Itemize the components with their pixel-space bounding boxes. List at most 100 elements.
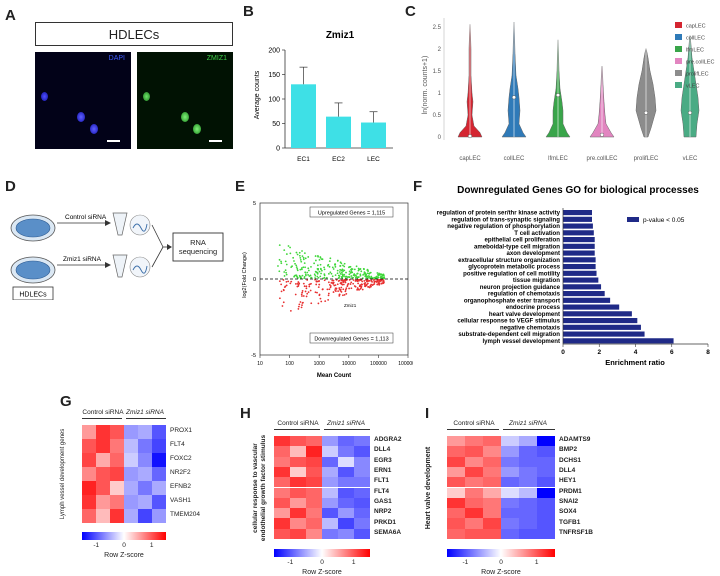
heatmap-cell [152,481,166,495]
heatmap-cell [447,518,465,529]
ma-point [296,253,299,256]
ma-point [303,275,306,278]
group-label-control: Control siRNA [82,409,124,416]
heatmap-cell [306,466,322,478]
go-bar [563,318,638,324]
ma-point [278,270,281,273]
gene-label: EGR3 [374,456,392,464]
heatmap-cell [447,436,465,447]
gene-label: EFNB2 [170,483,191,490]
heatmap-cell [537,487,555,498]
rna-sequencing-text: RNA sequencing [178,238,218,256]
ma-point [318,283,321,286]
ma-point [346,283,349,286]
ma-point [337,290,340,292]
heatmap-cell [501,508,519,519]
colorbar-tick-label: 0 [122,542,126,549]
heatmap-cell [322,508,338,519]
heatmap-cell [501,528,519,539]
heatmap-cell [152,439,166,453]
chart-f-xtick-label: 4 [634,349,638,356]
ma-point [327,292,330,295]
ma-point [332,281,335,284]
ma-point [297,281,300,283]
heatmap-cell [501,477,519,488]
ma-point [289,309,292,312]
colorbar-tick-label: 1 [149,542,154,549]
gene-label: SOX4 [559,508,577,516]
ma-point [317,255,320,258]
ma-point [345,293,348,295]
heatmap-cell [447,477,465,488]
dapi-image: DAPI [35,52,131,149]
ma-point [316,264,319,267]
heatmap-cell [124,425,138,439]
go-bar [563,331,645,337]
ma-point [340,282,343,285]
ma-point [310,276,313,279]
upregulated-label: Upregulated Genes = 1,115 [318,211,385,217]
ma-point [339,265,341,267]
heatmap-cell [501,518,519,529]
colorbar-title: Row Z-score [104,552,144,559]
ma-point [376,283,379,286]
go-term-label: axon development [506,250,560,257]
ma-point [299,258,302,261]
legend-swatch [675,46,682,52]
ma-point [328,288,331,291]
legend-swatch [627,217,639,222]
ma-point [300,267,303,269]
ma-point [350,275,353,277]
chart-b-ytick-label: 50 [272,121,280,128]
heatmap-cell [338,456,354,467]
heatmap-cell [96,481,110,495]
ma-point [362,267,365,270]
ma-point [314,259,317,262]
ma-point [318,293,321,296]
heatmap-cell [354,518,370,529]
heatmap-cell [354,446,370,457]
heatmap-cell [110,439,124,453]
gene-label: FLT1 [374,477,390,485]
heatmap-cell [152,453,166,467]
heatmap-cell [501,487,519,498]
heatmap-cell [465,466,483,478]
ma-point [317,302,320,305]
ma-point [296,269,299,272]
ma-point [351,276,354,279]
ma-point [344,290,347,293]
gene-label: NR2F2 [170,469,191,476]
nucleus [181,112,189,122]
chart-e-xtick-label: 100 [285,361,294,367]
heatmap-cell [447,508,465,519]
chart-c-xtick-label: lfmLEC [548,156,568,162]
downregulated-label: Downregulated Genes = 1,113 [314,337,388,343]
heatmap-cell [82,509,96,523]
ma-point [297,277,299,279]
ma-point [300,293,303,296]
heatmap-cell [354,436,370,447]
gene-label: FOXC2 [170,455,192,462]
colorbar-title: Row Z-score [302,569,342,576]
gene-label: DLL4 [374,446,391,454]
nucleus [193,124,201,134]
heatmap-cell [138,467,152,481]
gene-label: ADGRA2 [374,436,402,444]
heatmap-cell [483,508,501,519]
heatmap-cell [537,528,555,539]
chart-b-ytick-label: 100 [268,97,280,104]
ma-point [325,276,328,279]
heatmap-cell [306,477,322,488]
chart-e-ytick-label: 5 [253,201,256,207]
ma-point [301,274,304,277]
heatmap-cell [274,518,290,529]
heatmap-cell [519,466,537,478]
ma-point [316,291,318,294]
heatmap-cell [96,425,110,439]
ma-point [348,273,351,276]
ma-point [344,281,347,284]
heatmap-cell [124,453,138,467]
group-line-zmiz1 [126,418,166,419]
ma-point [280,260,282,263]
gene-label: SNAI2 [559,497,579,505]
